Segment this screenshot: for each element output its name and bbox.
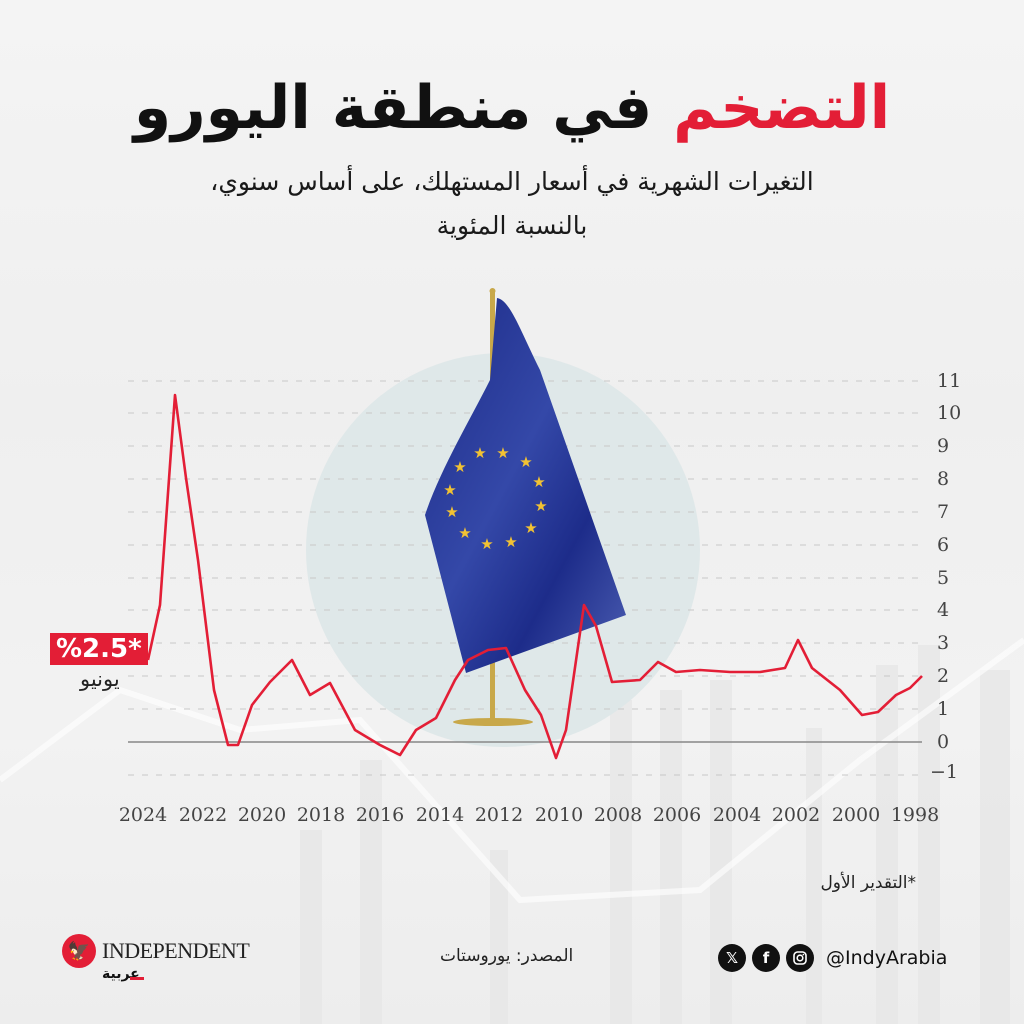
x-tick: 2006 <box>652 804 702 826</box>
y-tick: 4 <box>937 599 950 621</box>
eu-flag: ★ ★★ ★★★ ★★★ ★★★ <box>425 288 626 726</box>
svg-text:★: ★ <box>524 519 537 537</box>
source-text: المصدر: يوروستات <box>440 946 574 966</box>
footnote: *التقدير الأول <box>820 873 916 893</box>
page-title: التضخم في منطقة اليورو <box>0 68 1024 148</box>
y-tick: 6 <box>937 534 950 556</box>
social-handle[interactable]: @IndyArabia <box>826 947 948 969</box>
title-rest: في منطقة اليورو <box>133 73 653 143</box>
subtitle-line-2: بالنسبة المئوية <box>436 211 588 240</box>
x-tick: 1998 <box>890 804 940 826</box>
eagle-icon: 🦅 <box>62 934 96 968</box>
y-tick: 10 <box>937 402 962 424</box>
y-tick: 1 <box>937 698 950 720</box>
x-tick: 2020 <box>237 804 287 826</box>
y-tick: 8 <box>937 468 950 490</box>
instagram-icon[interactable] <box>786 944 814 972</box>
y-tick: −1 <box>930 761 959 783</box>
x-tick: 2008 <box>593 804 643 826</box>
svg-text:★: ★ <box>534 497 547 515</box>
latest-value-badge: %2.5* <box>50 633 148 665</box>
svg-text:★: ★ <box>473 444 486 462</box>
svg-text:★: ★ <box>532 473 545 491</box>
y-tick: 7 <box>937 501 950 523</box>
x-tick: 2004 <box>712 804 762 826</box>
flag-stars: ★ ★★ ★★★ ★★★ ★★★ <box>443 444 547 553</box>
x-tick: 2012 <box>474 804 524 826</box>
y-tick: 9 <box>937 435 950 457</box>
brand-name: INDEPENDENT <box>102 938 250 963</box>
x-tick: 2000 <box>831 804 881 826</box>
title-accent: التضخم <box>673 73 891 143</box>
svg-text:★: ★ <box>480 535 493 553</box>
latest-value-month: يونيو <box>80 667 120 691</box>
inflation-line <box>146 393 923 760</box>
svg-text:★: ★ <box>453 458 466 476</box>
y-tick: 2 <box>937 665 950 687</box>
svg-text:★: ★ <box>445 503 458 521</box>
brand-arabic: عربية <box>102 966 144 982</box>
y-tick: 0 <box>937 731 950 753</box>
svg-text:★: ★ <box>519 453 532 471</box>
x-tick: 2018 <box>296 804 346 826</box>
social-links: 𝕏 f @IndyArabia <box>718 944 947 972</box>
subtitle-line-1: التغيرات الشهرية في أسعار المستهلك، على … <box>210 167 814 196</box>
svg-text:★: ★ <box>443 481 456 499</box>
y-tick: 5 <box>937 567 950 589</box>
facebook-icon[interactable]: f <box>752 944 780 972</box>
x-tick: 2002 <box>771 804 821 826</box>
x-icon[interactable]: 𝕏 <box>718 944 746 972</box>
x-tick: 2016 <box>355 804 405 826</box>
svg-text:★: ★ <box>458 524 471 542</box>
x-tick: 2014 <box>415 804 465 826</box>
page-subtitle: التغيرات الشهرية في أسعار المستهلك، على … <box>0 160 1024 248</box>
independent-logo[interactable]: 🦅 INDEPENDENT <box>62 934 250 968</box>
y-tick: 11 <box>937 370 962 392</box>
x-tick: 2022 <box>178 804 228 826</box>
svg-text:★: ★ <box>504 533 517 551</box>
y-tick: 3 <box>937 632 950 654</box>
x-tick: 2024 <box>118 804 168 826</box>
svg-text:★: ★ <box>496 444 509 462</box>
x-tick: 2010 <box>534 804 584 826</box>
